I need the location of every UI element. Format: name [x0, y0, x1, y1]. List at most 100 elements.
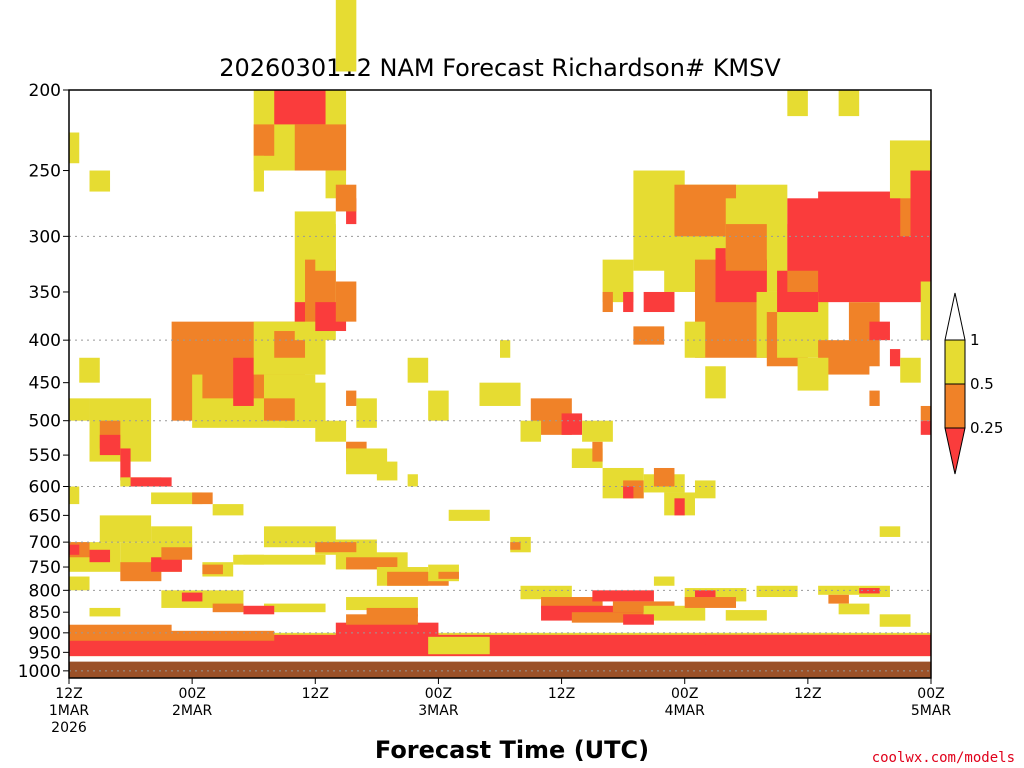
- ri-cell-o-93: [346, 390, 357, 406]
- x-tick-label-72-1: 12Z: [794, 686, 821, 702]
- chart-title: 2026030112 NAM Forecast Richardson# KMSV: [219, 54, 781, 82]
- ri-cell-o-83: [263, 398, 295, 421]
- ri-cell-y-122: [315, 224, 336, 271]
- x-tick-label-24-1: 12Z: [302, 686, 329, 702]
- ri-cell-o-118: [294, 124, 347, 171]
- y-tick-label-250: 250: [29, 162, 61, 182]
- x-tick-label-12-1: 00Z: [178, 686, 205, 702]
- ri-cell-r-12: [243, 605, 275, 615]
- ri-cell-y-33: [879, 614, 911, 627]
- ri-cell-y-89: [315, 420, 347, 442]
- ri-cell-y-51: [243, 554, 326, 565]
- ri-cell-r-133: [643, 291, 675, 313]
- ri-cell-r-155: [869, 321, 890, 341]
- x-axis-label: Forecast Time (UTC): [375, 736, 649, 764]
- y-tick-label-500: 500: [29, 412, 61, 432]
- ri-cell-r-67: [120, 448, 131, 481]
- ri-cell-y-124: [253, 155, 264, 192]
- ri-cell-o-130: [602, 291, 613, 313]
- colorbar-bin-lt-0.25: [944, 427, 966, 475]
- y-tick-label-200: 200: [29, 81, 61, 101]
- y-tick-label-300: 300: [29, 227, 61, 247]
- ri-cell-o-16: [541, 597, 603, 608]
- ri-cell-r-19: [592, 590, 654, 602]
- ri-cell-y-73: [69, 398, 90, 421]
- ri-cell-y-36: [653, 576, 675, 586]
- ri-cell-r-107: [623, 486, 634, 499]
- ri-cell-o-29: [828, 594, 849, 604]
- colorbar-bin-0.25-0.5: [944, 383, 966, 429]
- ri-cell-y-99: [500, 340, 511, 358]
- ri-cell-y-112: [694, 480, 716, 499]
- ri-cell-o-161: [920, 405, 931, 421]
- ri-cell-y-13: [346, 597, 418, 611]
- ri-cell-r-9: [181, 592, 203, 602]
- plot-frame: [68, 89, 932, 679]
- ri-cell-r-102: [561, 413, 583, 435]
- ri-cell-o-121: [335, 184, 357, 212]
- ri-cell-r-69: [130, 477, 172, 487]
- ri-cell-o-7: [69, 624, 172, 633]
- ri-cell-o-137: [725, 224, 767, 271]
- colorbar: 1 0.5 0.25: [944, 292, 1003, 475]
- ri-cell-y-113: [582, 420, 613, 442]
- y-tick-label-650: 650: [29, 506, 61, 526]
- ri-cell-r-88: [294, 302, 306, 322]
- ri-cell-o-45: [161, 544, 193, 560]
- x-tick-label-84-1: 00Z: [917, 686, 944, 702]
- ri-cell-o-71: [192, 492, 213, 505]
- ri-cell-r-116: [274, 90, 326, 125]
- ri-cell-r-22: [623, 614, 654, 625]
- colorbar-label-0.5: 0.5: [970, 375, 994, 393]
- x-tick-label-48-1: 12Z: [548, 686, 575, 702]
- ri-cell-o-59: [438, 571, 459, 579]
- ri-cell-o-48: [202, 564, 223, 575]
- x-tick-label-36-2: 3MAR: [418, 703, 459, 719]
- ri-cell-r-39: [69, 544, 80, 555]
- ri-cell-y-160: [900, 357, 921, 383]
- ri-cell-o-2: [69, 630, 275, 641]
- ri-cell-y-95: [428, 390, 449, 421]
- ri-cell-o-61: [510, 542, 521, 550]
- y-tick-label-850: 850: [29, 603, 61, 623]
- ri-cell-o-156: [869, 390, 880, 406]
- ri-cell-o-14: [366, 607, 418, 617]
- y-tick-label-450: 450: [29, 374, 61, 394]
- ri-cell-r-3: [335, 622, 439, 641]
- plot-area: [68, 0, 932, 679]
- ri-cell-y-92: [356, 398, 377, 428]
- x-tick-label-60-2: 4MAR: [665, 703, 706, 719]
- ri-cell-y-74: [79, 357, 100, 383]
- ri-cell-y-158: [787, 90, 808, 117]
- ri-cell-y-75: [69, 486, 80, 505]
- colorbar-label-1: 1: [970, 331, 980, 349]
- y-tick-label-1000: 1000: [18, 662, 61, 682]
- x-tick-label-12-2: 2MAR: [172, 703, 213, 719]
- ri-cell-y-11: [263, 603, 326, 613]
- ri-cell-o-10: [212, 603, 244, 613]
- ri-cells: [69, 0, 931, 657]
- ri-cell-r-131: [623, 291, 634, 313]
- y-tick-label-400: 400: [29, 331, 61, 351]
- y-tick-label-350: 350: [29, 283, 61, 303]
- ri-cell-o-18: [571, 612, 644, 623]
- ri-cell-y-123: [89, 170, 111, 192]
- ri-cell-r-44: [151, 557, 182, 572]
- y-tick-label-800: 800: [29, 581, 61, 601]
- ri-cell-y-149: [797, 357, 829, 391]
- ri-cell-y-94: [407, 357, 429, 383]
- y-tick-label-950: 950: [29, 643, 61, 663]
- ri-cell-y-15: [520, 585, 572, 600]
- ri-cell-o-87: [335, 281, 357, 322]
- y-tick-label-600: 600: [29, 477, 61, 497]
- ri-cell-y-98: [479, 382, 521, 406]
- ri-cell-y-114: [335, 0, 357, 72]
- credit-link[interactable]: coolwx.com/models: [872, 750, 1015, 766]
- x-tick-label-0-3: 2026: [51, 720, 87, 736]
- y-tick-label-700: 700: [29, 533, 61, 553]
- ri-cell-r-159: [889, 349, 901, 367]
- ri-cell-y-70: [151, 492, 203, 505]
- ri-cell-o-24: [684, 597, 737, 608]
